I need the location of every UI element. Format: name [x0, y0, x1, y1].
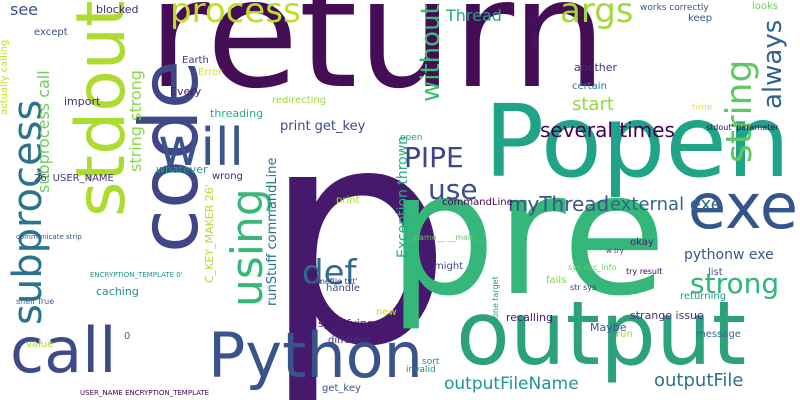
cloud-word: PIPE [404, 141, 464, 174]
cloud-word: value [26, 339, 54, 350]
cloud-word: string [719, 59, 760, 163]
cloud-word: another [574, 61, 618, 74]
cloud-word: str sys [570, 283, 597, 292]
cloud-word: Maybe [590, 321, 627, 334]
cloud-word: def [302, 253, 357, 293]
cloud-word: list [708, 267, 723, 278]
cloud-word: args [560, 0, 634, 31]
cloud-word: whatever [156, 163, 208, 176]
cloud-word: shell True [16, 297, 55, 306]
cloud-word: works correctly [640, 3, 709, 13]
cloud-word: using [222, 188, 273, 307]
cloud-word: caching [96, 285, 139, 298]
cloud-word: several times [540, 118, 675, 142]
cloud-word: outputFile [654, 370, 744, 391]
cloud-word: __name__ __main__' [406, 233, 486, 242]
cloud-word: pythonw exe [684, 247, 774, 263]
cloud-word: myThread [508, 192, 610, 216]
cloud-word: will [158, 118, 244, 178]
cloud-word: Earth [182, 55, 209, 66]
cloud-word: somefile txt' [308, 277, 358, 286]
cloud-word: runStuff commandLine [265, 157, 280, 306]
cloud-word: print get_key [280, 119, 366, 134]
cloud-word: pre [388, 136, 667, 334]
cloud-word: use [428, 173, 478, 206]
cloud-word: Popen [484, 83, 791, 200]
cloud-word: get_key [322, 383, 361, 394]
cloud-word: None target [491, 276, 500, 324]
cloud-word: except [34, 27, 68, 38]
cloud-word: message [696, 329, 741, 340]
cloud-word: string strong [126, 70, 145, 172]
cloud-word: 26' USER_NAME [34, 173, 114, 184]
cloud-word: threading [210, 107, 264, 120]
cloud-word: returning [680, 291, 727, 302]
cloud-word: Thread [446, 6, 502, 25]
cloud-word: exe [688, 170, 798, 243]
cloud-word: try result [626, 267, 663, 276]
cloud-word: see [10, 0, 39, 19]
cloud-word: communicate strip [16, 233, 82, 241]
cloud-word: return [148, 0, 607, 122]
cloud-word: call [10, 314, 117, 387]
cloud-word: w try [606, 247, 624, 255]
cloud-word: strange issue [630, 309, 704, 322]
cloud-word: process [170, 0, 301, 31]
cloud-word: sort [422, 357, 440, 367]
cloud-word: Every [170, 85, 202, 98]
cloud-word: 0 [124, 331, 131, 342]
cloud-word: recalling [506, 311, 553, 324]
cloud-word: specify [529, 13, 540, 49]
cloud-word: handle [326, 283, 361, 294]
cloud-word: blocked [96, 3, 139, 16]
cloud-word: sys exc_info [568, 263, 617, 272]
cloud-word: new [376, 307, 397, 318]
cloud-word: redirecting [272, 95, 327, 106]
cloud-word: outputFileName [444, 374, 579, 394]
cloud-word: commandLine [442, 197, 513, 208]
cloud-word: keep [688, 13, 713, 24]
cloud-word: wrong [212, 171, 243, 182]
cloud-word: okay [630, 237, 654, 248]
cloud-word: different [328, 335, 371, 346]
cloud-word: specifying [318, 317, 374, 330]
cloud-word: C_KEY_MAKER 26' [203, 184, 216, 283]
cloud-word: USER_NAME ENCRYPTION_TEMPLATE [80, 389, 210, 397]
cloud-word: invalid [406, 365, 436, 375]
cloud-word: fails [546, 275, 567, 286]
cloud-word: time [692, 103, 713, 113]
cloud-word: certain [572, 81, 607, 92]
cloud-word: import [64, 95, 101, 108]
cloud-word: always [758, 19, 788, 109]
cloud-word: external exe [610, 194, 722, 215]
cloud-word: ENCRYPTION_TEMPLATE 0' [90, 271, 183, 279]
cloud-word: Python [208, 319, 423, 392]
cloud-word: stdout' parameter [706, 123, 779, 132]
cloud-word: p [262, 63, 453, 400]
cloud-word: actually calling [0, 39, 10, 115]
cloud-word: print [336, 195, 360, 206]
cloud-word: start [572, 94, 614, 115]
cloud-word: strong [690, 267, 780, 300]
cloud-word: without [416, 4, 446, 102]
cloud-word: output [456, 282, 747, 385]
cloud-word: Error [198, 67, 223, 78]
cloud-word: might [434, 261, 464, 272]
cloud-word: open [400, 133, 423, 143]
cloud-word: run [616, 329, 633, 340]
cloud-word: looks [752, 1, 779, 12]
